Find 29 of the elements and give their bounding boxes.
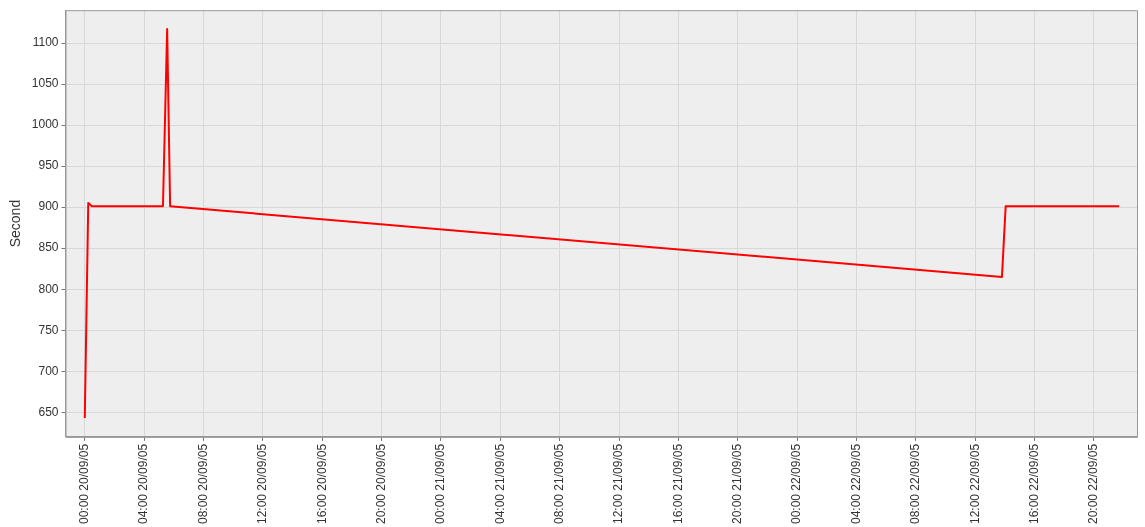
y-tick-label: 950 [38,158,59,173]
x-tick-label: 12:00 21/09/05 [611,443,626,524]
x-tick-label: 20:00 22/09/05 [1086,443,1101,524]
x-tick-label: 00:00 22/09/05 [789,443,804,524]
x-tick-label: 16:00 21/09/05 [670,443,685,524]
x-tick-label: 08:00 22/09/05 [908,443,923,524]
y-tick-label: 1000 [31,117,59,132]
x-tick-label: 00:00 20/09/05 [77,443,92,524]
x-tick-label: 08:00 20/09/05 [195,443,210,524]
y-tick-label: 750 [38,322,59,337]
x-tick-label: 00:00 21/09/05 [433,443,448,524]
y-tick-label: 900 [38,199,59,214]
y-axis-title: Second [7,199,24,248]
x-tick-label: 20:00 20/09/05 [373,443,388,524]
x-tick-label: 12:00 20/09/05 [255,443,270,524]
x-tick-label: 04:00 20/09/05 [136,443,151,524]
x-tick-label: 20:00 21/09/05 [730,443,745,524]
x-tick-label: 04:00 21/09/05 [492,443,507,524]
x-tick-label: 12:00 22/09/05 [967,443,982,524]
y-tick-label: 800 [38,281,59,296]
x-tick-label: 04:00 22/09/05 [848,443,863,524]
y-tick-label: 1100 [32,35,59,50]
y-tick-label: 850 [38,240,59,255]
y-tick-label: 1050 [31,76,59,91]
x-tick-label: 08:00 21/09/05 [552,443,567,524]
x-tick-label: 16:00 20/09/05 [314,443,329,524]
y-tick-label: 650 [38,404,59,419]
y-tick-label: 700 [38,363,59,378]
x-tick-label: 16:00 22/09/05 [1026,443,1041,524]
